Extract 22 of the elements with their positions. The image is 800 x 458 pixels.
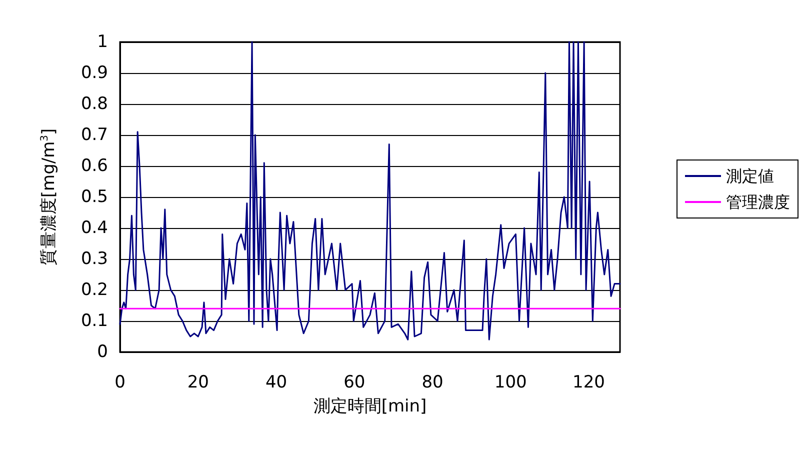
y-tick-label: 0.9 — [80, 63, 108, 83]
y-tick-label: 0.2 — [80, 280, 108, 300]
y-tick-label: 0.8 — [80, 94, 108, 114]
x-tick-label: 60 — [344, 372, 366, 392]
x-tick-label: 100 — [494, 372, 527, 392]
legend-label: 管理濃度 — [726, 192, 790, 212]
y-tick-label: 0 — [97, 342, 108, 362]
y-tick-label: 0.3 — [80, 249, 108, 269]
y-tick-label: 0.7 — [80, 125, 108, 145]
x-tick-label: 120 — [572, 372, 605, 392]
legend-label: 測定値 — [726, 166, 774, 186]
y-axis-title: 質量濃度[mg/m3] — [39, 128, 59, 266]
x-axis-title: 測定時間[min] — [313, 396, 427, 416]
y-tick-label: 0.1 — [80, 311, 108, 331]
x-tick-label: 0 — [114, 372, 126, 392]
x-tick-label: 20 — [187, 372, 209, 392]
y-tick-label: 0.5 — [80, 187, 108, 207]
y-tick-label: 0.4 — [80, 218, 108, 238]
y-tick-label: 0.6 — [80, 156, 108, 176]
x-tick-label: 40 — [265, 372, 288, 392]
y-tick-label: 1 — [97, 32, 108, 52]
x-tick-label: 80 — [422, 372, 444, 392]
